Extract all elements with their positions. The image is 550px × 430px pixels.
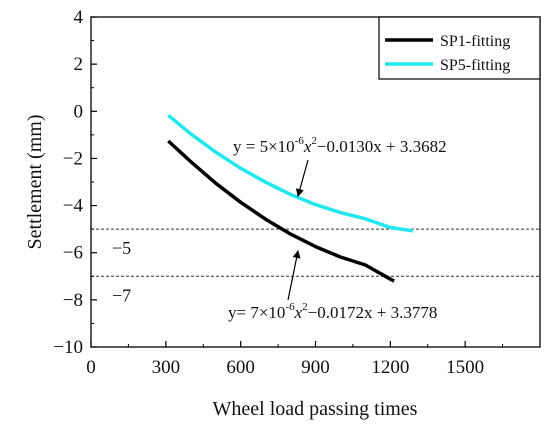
- series-line-sp1: [167, 139, 395, 283]
- legend: SP1-fitting SP5-fitting: [378, 16, 541, 80]
- y-tick-label: −6: [63, 243, 83, 264]
- equation-annotation: y= 7×10-6x2−0.0172x + 3.3778: [228, 301, 437, 322]
- equation-annotation: y = 5×10-6x2−0.0130x + 3.3682: [233, 135, 447, 156]
- plot-area: −5 −7 y = 5×10-6x2−0.0130x + 3.3682 y= 7×1…: [90, 16, 541, 348]
- x-tick-label: 1200: [371, 357, 409, 378]
- y-tick-label: −10: [53, 337, 83, 358]
- legend-label-sp5: SP5-fitting: [440, 57, 510, 74]
- y-tick-label: −8: [63, 290, 83, 311]
- y-tick-label: 2: [74, 54, 84, 75]
- annotation-layer: y = 5×10-6x2−0.0130x + 3.3682 y= 7×10-6x2…: [228, 135, 447, 322]
- x-tick-label: 0: [86, 357, 96, 378]
- reference-line-label: −7: [112, 285, 131, 305]
- x-tick-label: 300: [152, 357, 181, 378]
- series-line-sp5: [167, 113, 414, 233]
- series-layer: [167, 113, 414, 283]
- reference-lines: −5 −7: [91, 228, 540, 305]
- legend-label-sp1: SP1-fitting: [440, 33, 510, 50]
- x-tick-label: 900: [301, 357, 330, 378]
- y-axis-ticks: −10 −8 −6 −4 −2 0 2 4: [53, 7, 97, 358]
- x-axis-ticks: 0 300 600 900 1200 1500: [86, 341, 504, 378]
- x-axis-title: Wheel load passing times: [213, 398, 418, 420]
- y-axis-title: Settlement (mm): [24, 115, 46, 250]
- reference-line-label: −5: [112, 238, 131, 258]
- y-tick-label: 0: [74, 101, 84, 122]
- x-tick-label: 600: [226, 357, 255, 378]
- y-tick-label: −4: [63, 196, 84, 217]
- y-tick-label: 4: [74, 7, 84, 28]
- x-tick-label: 1500: [446, 357, 484, 378]
- legend-box: [378, 16, 541, 80]
- annotation-arrow: [287, 250, 301, 301]
- y-tick-label: −2: [63, 148, 83, 169]
- annotation-arrow: [296, 159, 309, 197]
